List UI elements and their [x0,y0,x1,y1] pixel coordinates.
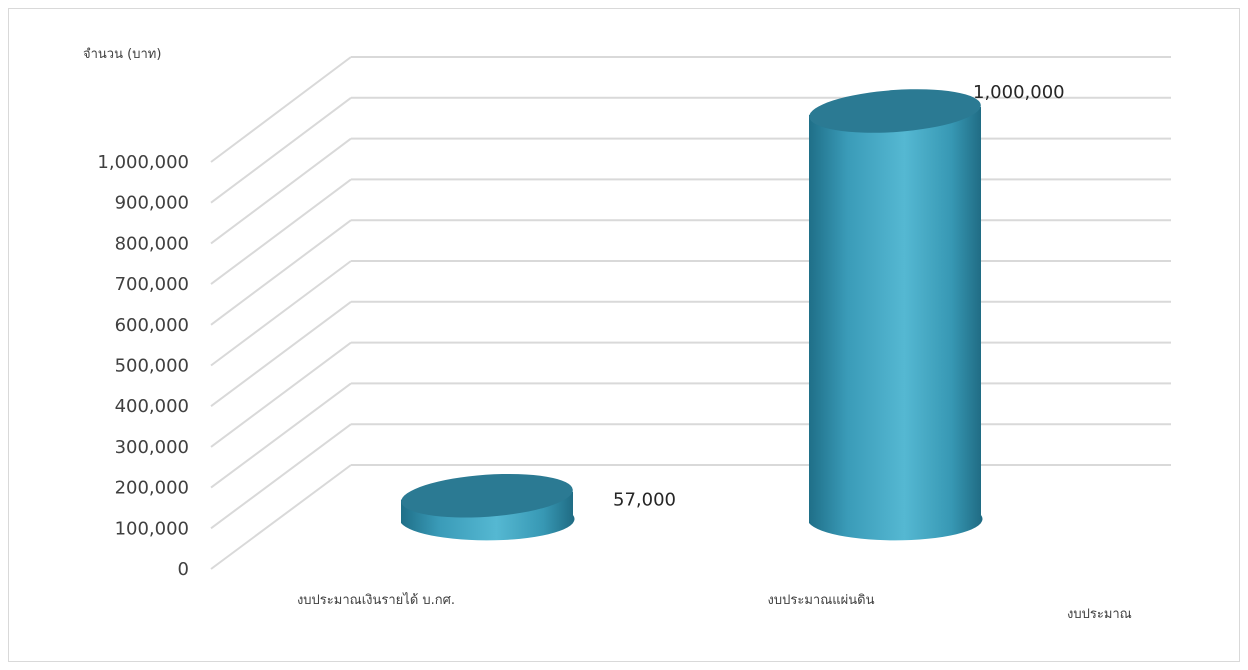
data-label: 57,000 [613,490,676,511]
side-gridline [210,137,352,245]
bar-body [809,107,983,541]
side-gridline [210,464,352,570]
bar-cylinder [809,89,983,541]
y-tick-label: 600,000 [115,315,189,336]
y-tick-label: 500,000 [115,356,189,377]
y-tick-label: 100,000 [115,518,189,539]
bar-cylinder [401,473,575,541]
data-label: 1,000,000 [973,82,1065,103]
bar-top [401,473,573,518]
y-tick-label: 900,000 [115,193,189,214]
bar-top [809,89,981,133]
side-gridline [210,178,352,285]
gridlines [210,56,1171,570]
side-gridline [210,382,352,489]
category-label-0: งบประมาณเงินรายได้ บ.กศ. [297,592,455,608]
chart-frame: 0 100,000 200,000 300,000 400,000 500,000 600,… [8,8,1240,662]
y-tick-label: 400,000 [115,396,189,417]
side-gridline [210,219,352,326]
y-tick-label: 800,000 [115,233,189,254]
side-gridline [210,96,352,204]
side-gridline [210,300,352,408]
labels: จำนวน (บาท) งบประมาณ งบประมาณเงินรายได้ … [83,47,1132,622]
side-gridline [210,260,352,367]
x-axis-title: งบประมาณ [1067,607,1132,622]
category-label-1: งบประมาณแผ่นดิน [768,593,875,608]
y-axis-ticks: 0 100,000 200,000 300,000 400,000 500,000 600,… [97,152,189,580]
side-gridline [210,56,352,163]
bars: 57,000 1,000,000 [401,82,1065,541]
y-tick-label: 300,000 [115,437,189,458]
side-gridline [210,423,352,530]
y-tick-label: 700,000 [115,274,189,295]
side-gridline [210,341,352,448]
y-tick-label: 1,000,000 [97,152,189,173]
y-axis-title: จำนวน (บาท) [83,47,161,62]
chart-svg: 0 100,000 200,000 300,000 400,000 500,000 600,… [83,47,1171,622]
y-tick-label: 200,000 [115,478,189,499]
y-tick-label: 0 [178,559,189,580]
